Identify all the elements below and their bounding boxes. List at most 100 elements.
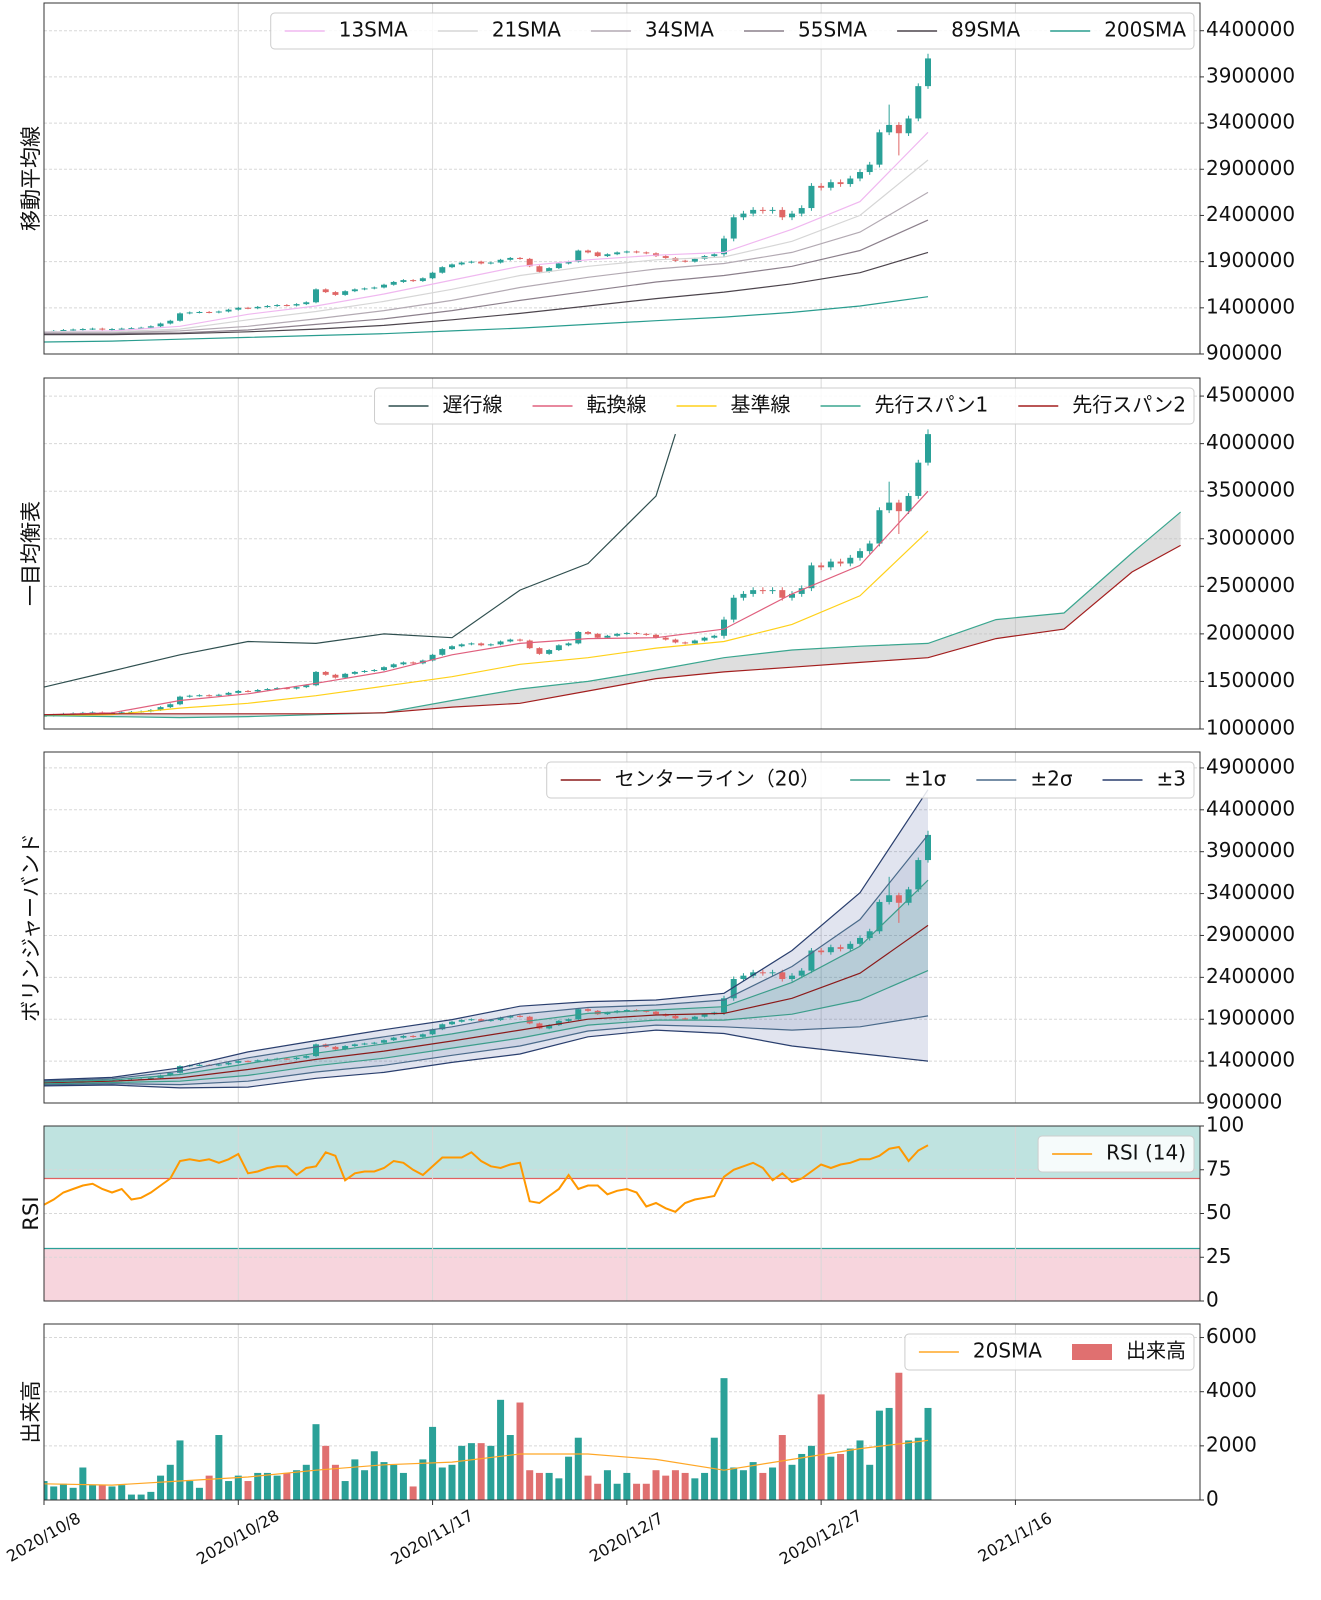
- bar: [79, 1467, 87, 1500]
- bar: [924, 1407, 932, 1500]
- candle-body: [779, 209, 786, 218]
- candle-body: [118, 712, 125, 714]
- candle-body: [497, 1017, 504, 1021]
- candle-body: [313, 671, 319, 686]
- axes-frame: [43, 2, 1201, 355]
- series-line: [44, 1144, 929, 1213]
- candle-body: [546, 1025, 553, 1029]
- candle-body: [478, 261, 485, 264]
- y-tick-label: 1900000: [1206, 1006, 1295, 1030]
- legend-label: 89SMA: [951, 18, 1020, 42]
- bar: [302, 1464, 310, 1500]
- candle-body: [429, 272, 436, 279]
- candle-body: [439, 267, 446, 273]
- candle-body: [643, 633, 650, 635]
- bar: [535, 1472, 543, 1500]
- candle-body: [410, 280, 417, 282]
- bar: [807, 1445, 815, 1500]
- candle-body: [536, 266, 543, 272]
- candle-body: [322, 671, 329, 675]
- candle-body: [283, 688, 290, 690]
- candle-body: [857, 937, 863, 944]
- candle-body: [672, 639, 679, 643]
- candle-body: [439, 1024, 446, 1030]
- series-line: [44, 924, 929, 1084]
- bar: [312, 1424, 320, 1500]
- candle-body: [371, 670, 378, 672]
- candle-body: [167, 320, 174, 324]
- y-tick-label: 3000000: [1206, 525, 1295, 549]
- candle-body: [866, 164, 873, 173]
- panel: [44, 3, 1200, 354]
- candle-body: [177, 1066, 183, 1073]
- candle-body: [497, 259, 504, 263]
- y-tick-label: 3400000: [1206, 110, 1295, 134]
- candle-body: [769, 209, 776, 211]
- candle-body: [381, 667, 387, 671]
- bar: [225, 1481, 233, 1500]
- candle-body: [517, 257, 523, 259]
- candle-body: [206, 311, 213, 313]
- candle-body: [798, 970, 805, 976]
- series-line: [44, 544, 1181, 716]
- y-tick-label: 100: [1206, 1113, 1244, 1137]
- band-lower: [44, 1015, 929, 1086]
- candle-body: [827, 561, 834, 568]
- bar: [370, 1451, 378, 1500]
- candle-body: [303, 1056, 310, 1058]
- candle-body: [565, 261, 572, 264]
- bar: [69, 1487, 77, 1500]
- series-line: [44, 511, 1181, 719]
- candle-body: [507, 1015, 514, 1018]
- bar: [195, 1487, 203, 1500]
- bar: [778, 1435, 786, 1500]
- candle-body: [215, 1064, 222, 1066]
- candle-body: [458, 644, 465, 647]
- candle-body: [594, 633, 601, 638]
- candle-body: [351, 289, 358, 292]
- candle-body: [682, 1018, 689, 1020]
- candle-body: [410, 1035, 417, 1037]
- y-tick-label: 4400000: [1206, 17, 1295, 41]
- candle-body: [895, 895, 902, 903]
- bar: [186, 1481, 194, 1500]
- y-tick-label: 1900000: [1206, 248, 1295, 272]
- series-line: [44, 530, 929, 717]
- candle-body: [876, 901, 883, 932]
- y-axis-label: 一目均衡表: [19, 501, 43, 606]
- bar: [905, 1440, 913, 1500]
- candle-body: [342, 1046, 349, 1050]
- candle-body: [245, 690, 251, 692]
- candle-body: [381, 1040, 387, 1043]
- bar: [50, 1486, 58, 1500]
- candle-body: [109, 329, 115, 331]
- y-tick-label: 900000: [1206, 341, 1282, 365]
- candle-body: [837, 182, 844, 185]
- candle-body: [925, 58, 931, 87]
- candle-body: [789, 213, 795, 218]
- bar: [574, 1437, 582, 1500]
- candle-body: [730, 979, 737, 999]
- candle-body: [487, 644, 494, 646]
- candle-body: [147, 326, 154, 328]
- panel: [44, 1126, 1200, 1301]
- candle-body: [128, 328, 135, 330]
- bar: [798, 1453, 806, 1500]
- candle-body: [167, 1072, 174, 1076]
- bar: [293, 1470, 301, 1500]
- candle-body: [60, 329, 67, 331]
- candle-body: [750, 209, 757, 214]
- candle-body: [827, 947, 834, 953]
- candle-body: [400, 662, 407, 665]
- candle-body: [536, 1023, 543, 1029]
- legend-label: ±2σ: [1030, 767, 1072, 791]
- bar: [118, 1485, 126, 1500]
- y-axis-label: 移動平均線: [19, 126, 43, 231]
- candle-body: [750, 590, 757, 594]
- candle-body: [410, 662, 417, 664]
- candle-body: [643, 1010, 650, 1012]
- y-tick-label: 3900000: [1206, 838, 1295, 862]
- x-tick-label: 2020/10/28: [193, 1506, 282, 1569]
- candle-body: [215, 694, 222, 696]
- y-tick-label: 2400000: [1206, 202, 1295, 226]
